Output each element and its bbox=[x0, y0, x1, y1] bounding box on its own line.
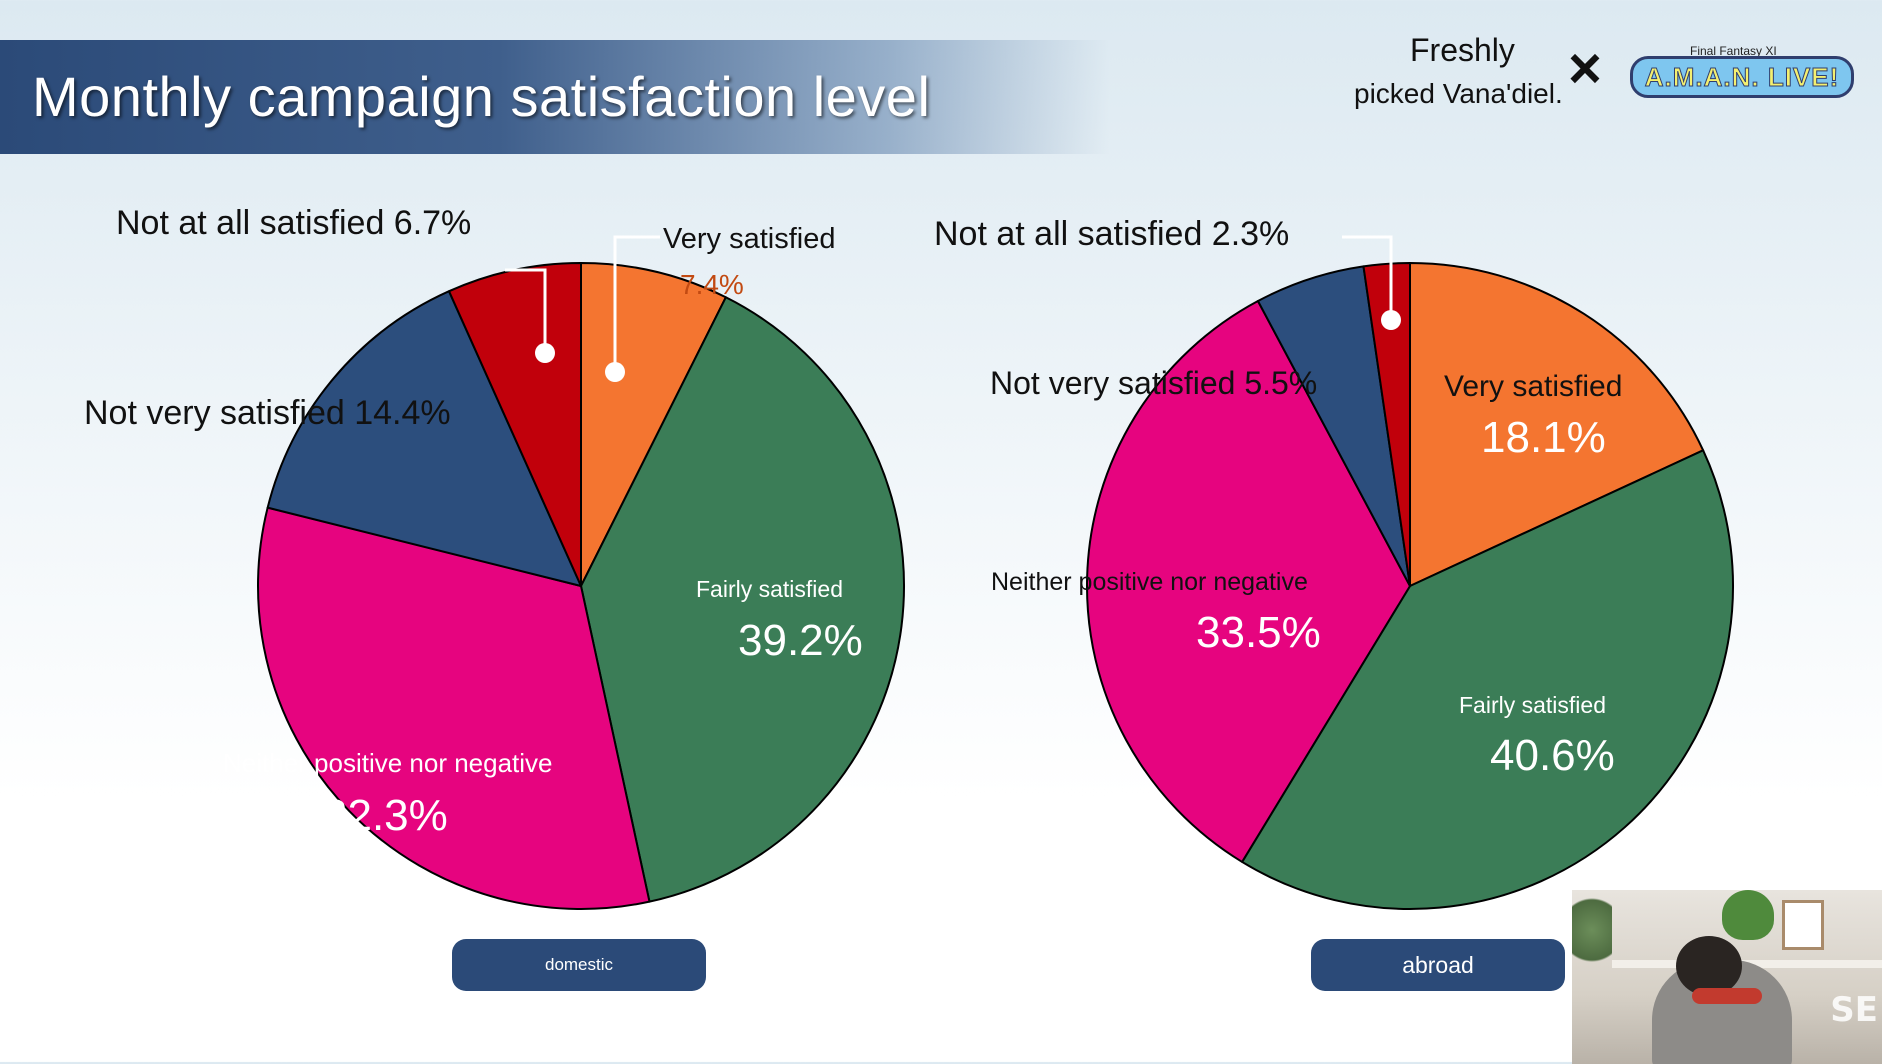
pie-slice-abroad-fairly-satisfied bbox=[1241, 449, 1734, 910]
webcam-plush-toy bbox=[1722, 890, 1774, 940]
leader-dot-dom-very-sat bbox=[605, 362, 625, 382]
label-dom-not-very: Not very satisfied 14.4% bbox=[84, 394, 451, 432]
pie-slice-domestic-neither-positive-nor-negative bbox=[257, 506, 651, 910]
pie-chart-domestic bbox=[257, 262, 905, 910]
label-dom-not-at-all: Not at all satisfied 6.7% bbox=[116, 204, 471, 242]
label-abr-not-very: Not very satisfied 5.5% bbox=[990, 365, 1317, 401]
label-abr-not-at-all: Not at all satisfied 2.3% bbox=[934, 215, 1289, 253]
webcam-picture-frame bbox=[1782, 900, 1824, 950]
pie-slice-abroad-neither-positive-nor-negative bbox=[1086, 300, 1411, 863]
brand-line2: picked Vana'diel. bbox=[1354, 78, 1563, 109]
label-abr-very-sat: Very satisfied bbox=[1444, 370, 1622, 403]
tab-domestic[interactable]: domestic bbox=[452, 939, 706, 991]
label-dom-fairly-value: 39.2% bbox=[738, 616, 863, 665]
label-abr-very-sat-value: 18.1% bbox=[1481, 413, 1606, 462]
leader-lines bbox=[505, 235, 1393, 372]
label-abr-fairly: Fairly satisfied bbox=[1459, 692, 1606, 718]
label-dom-fairly: Fairly satisfied bbox=[696, 576, 843, 602]
page-title: Monthly campaign satisfaction level bbox=[32, 65, 931, 128]
title-band bbox=[0, 40, 1110, 154]
label-abr-neither-value: 33.5% bbox=[1196, 608, 1321, 657]
label-dom-neither: Neither positive nor negative bbox=[223, 748, 553, 778]
webcam-logo: SE bbox=[1830, 990, 1878, 1030]
label-dom-very-sat-value: 7.4% bbox=[680, 269, 744, 300]
pie-slice-domestic-not-very-satisfied bbox=[266, 290, 582, 587]
brand-line1: Freshly bbox=[1410, 32, 1515, 68]
label-dom-very-sat: Very satisfied bbox=[663, 223, 835, 255]
leader-dot-dom-not-at-all bbox=[535, 343, 555, 363]
label-dom-neither-value: 32.3% bbox=[323, 791, 448, 840]
webcam-person-scarf bbox=[1692, 988, 1762, 1004]
tab-abroad[interactable]: abroad bbox=[1311, 939, 1565, 991]
webcam-person-head bbox=[1676, 936, 1742, 996]
webcam-overlay: SE bbox=[1572, 888, 1882, 1064]
brand-small-text: Final Fantasy XI bbox=[1690, 44, 1777, 58]
label-abr-neither: Neither positive nor negative bbox=[991, 568, 1308, 596]
pie-slice-abroad-very-satisfied bbox=[1409, 262, 1705, 587]
pie-slice-domestic-very-satisfied bbox=[580, 262, 727, 587]
leader-dot-abr-not-at-all bbox=[1381, 310, 1401, 330]
leader-line-dom-not-at-all bbox=[505, 268, 547, 353]
pie-slice-domestic-fairly-satisfied bbox=[580, 296, 905, 903]
brand-area: Freshly picked Vana'diel. × Final Fantas… bbox=[1340, 28, 1870, 118]
pie-chart-abroad bbox=[1086, 262, 1734, 910]
leader-line-dom-very-sat bbox=[613, 235, 660, 372]
pie-slice-abroad-not-at-all-satisfied bbox=[1362, 262, 1411, 587]
brand-separator: × bbox=[1568, 36, 1602, 101]
webcam-plant bbox=[1572, 890, 1612, 1010]
aman-live-logo: A.M.A.N. LIVE! bbox=[1630, 56, 1854, 98]
leader-line-abr-not-at-all bbox=[1342, 235, 1393, 320]
label-abr-fairly-value: 40.6% bbox=[1490, 731, 1615, 780]
